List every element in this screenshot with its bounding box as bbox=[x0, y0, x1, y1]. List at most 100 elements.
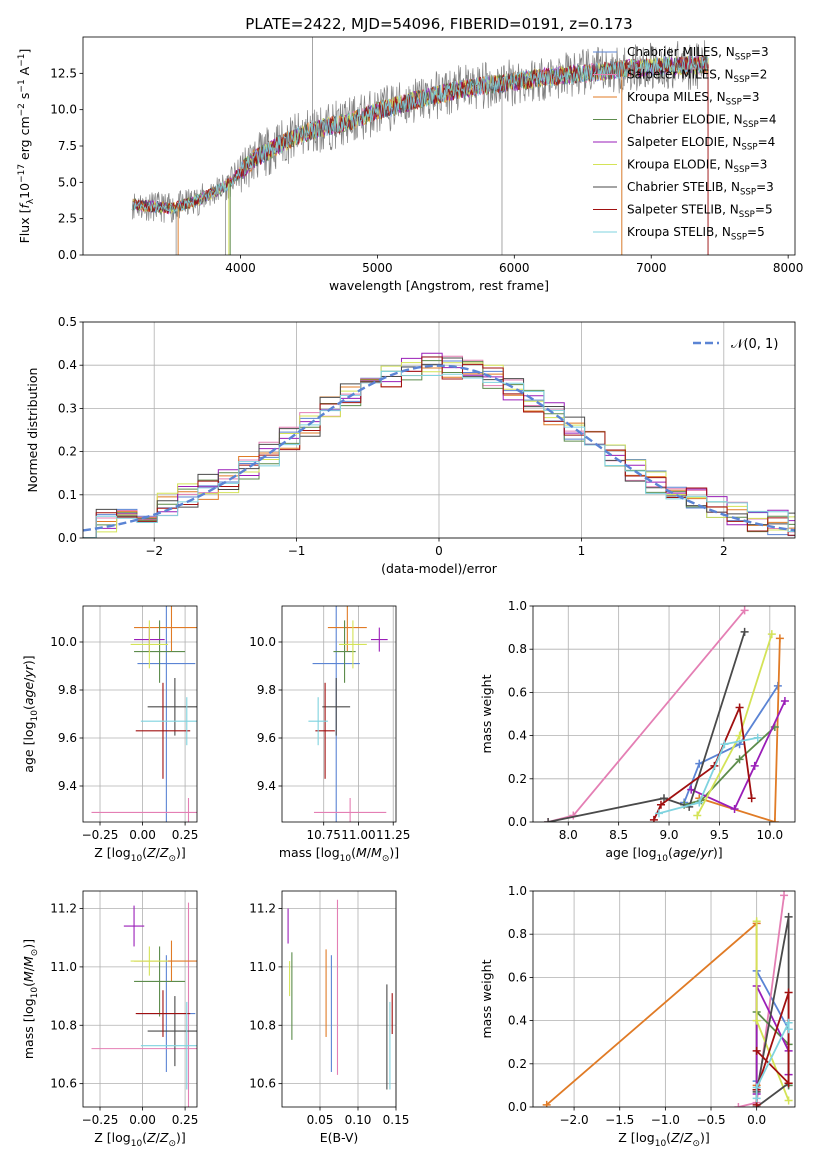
weight-marker bbox=[542, 1100, 551, 1107]
errorbar-salpeter-elodie bbox=[370, 627, 388, 652]
weight-marker bbox=[752, 917, 761, 926]
errorbar-salpeter-elodie bbox=[123, 905, 145, 947]
text-span: ( bbox=[666, 1130, 671, 1145]
errorbar-kroupa-elodie bbox=[130, 946, 169, 976]
text-span: ⊙ bbox=[382, 854, 390, 864]
plot-area bbox=[91, 902, 197, 1107]
text-span: SSP bbox=[740, 188, 756, 198]
text-span: ⊙ bbox=[30, 949, 40, 957]
weight-line bbox=[683, 726, 776, 806]
weight-marker bbox=[784, 1025, 793, 1034]
text-span: Z bbox=[159, 1130, 169, 1145]
y-tick-label: 0.3 bbox=[58, 401, 77, 415]
weight-line bbox=[546, 921, 758, 1106]
y-tick-label: 10.0 bbox=[50, 103, 77, 117]
y-tick-label: 0.5 bbox=[58, 315, 77, 329]
text-span: =3 bbox=[750, 158, 768, 172]
text-span: −1 bbox=[17, 79, 27, 92]
text-span: Z [log bbox=[618, 1130, 654, 1145]
x-tick-label: 2 bbox=[720, 544, 728, 558]
text-span: =4 bbox=[758, 135, 776, 149]
axes-overlay: −2 −1 0 1 2 0.0 0.1 0.2 0.3 0.4 0.5 (data-model)/er… bbox=[25, 315, 796, 576]
errorbar-salpeter-miles bbox=[313, 798, 387, 822]
x-axis-label: age [log10(age/yr)] bbox=[605, 845, 722, 864]
x-tick-label: 0.25 bbox=[172, 828, 199, 842]
legend-label: 𝒩(0, 1) bbox=[731, 337, 778, 352]
text-span: M bbox=[356, 845, 367, 860]
text-span: / bbox=[696, 845, 701, 860]
weight-marker bbox=[544, 818, 553, 822]
legend-label: Salpeter MILES, NSSP=2 bbox=[627, 68, 767, 86]
y-tick-label: 0.0 bbox=[508, 815, 527, 829]
y-tick-label: 10.0 bbox=[249, 635, 276, 649]
weight-marker bbox=[784, 1079, 793, 1088]
text-span: 10 bbox=[655, 1139, 667, 1149]
x-axis-label: Z [log10(Z/Z⊙)] bbox=[94, 845, 186, 864]
axes-mass-weight-vs-Z: −2.0 −1.5 −1.0 −0.5 0.0 0.0 0.2 0.4 0.6 0.8 1.0 Z [… bbox=[479, 884, 796, 1149]
text-span: SSP bbox=[726, 98, 742, 108]
figure-title: PLATE=2422, MJD=54096, FIBERID=0191, z=0… bbox=[245, 15, 632, 33]
text-span: ] bbox=[17, 49, 32, 54]
weight-line bbox=[547, 609, 746, 822]
histogram-chabrier-elodie bbox=[83, 360, 795, 538]
weight-marker bbox=[735, 703, 744, 712]
text-span: Z [log bbox=[94, 1130, 130, 1145]
text-span: ⊙ bbox=[692, 1139, 700, 1149]
y-tick-label: 10.6 bbox=[249, 1077, 276, 1091]
text-span: SSP bbox=[743, 120, 759, 130]
series-kroupa-elodie bbox=[752, 917, 793, 1105]
histogram-kroupa-stelib bbox=[83, 370, 795, 538]
x-tick-label: 6000 bbox=[499, 261, 530, 275]
x-tick-label: −0.25 bbox=[82, 1113, 119, 1127]
text-span: =4 bbox=[759, 113, 777, 127]
axes-frame bbox=[532, 890, 796, 1108]
x-tick-label: 10.0 bbox=[756, 828, 783, 842]
axes-frame bbox=[82, 890, 198, 1108]
weight-marker bbox=[752, 1094, 761, 1103]
text-span: A bbox=[17, 66, 32, 79]
model-line-kroupa-stelib bbox=[131, 55, 709, 214]
text-span: =3 bbox=[756, 180, 774, 194]
plot-area bbox=[544, 606, 789, 822]
text-span: ( bbox=[21, 705, 36, 710]
x-tick-label: 10.75 bbox=[307, 828, 341, 842]
text-span: Z [log bbox=[94, 845, 130, 860]
y-tick-label: 2.5 bbox=[58, 212, 77, 226]
x-tick-label: −1.5 bbox=[605, 1113, 634, 1127]
weight-marker bbox=[734, 1103, 743, 1107]
text-span: =2 bbox=[750, 68, 768, 82]
text-span: =3 bbox=[751, 45, 769, 59]
y-tick-label: 10.8 bbox=[249, 1018, 276, 1032]
text-span: ( bbox=[142, 1130, 147, 1145]
series-kroupa-miles bbox=[542, 919, 761, 1107]
series-chabrier-stelib bbox=[544, 627, 749, 822]
text-span: SSP bbox=[735, 53, 751, 63]
weight-line bbox=[698, 638, 781, 822]
text-span: )] bbox=[176, 845, 186, 860]
text-span: SSP bbox=[731, 233, 747, 243]
text-span: Z bbox=[146, 1130, 156, 1145]
text-span: Flux [ bbox=[17, 209, 32, 244]
errorbar-salpeter-miles bbox=[91, 902, 197, 1107]
weight-line bbox=[547, 631, 746, 822]
text-span: 10 bbox=[131, 854, 143, 864]
weight-marker bbox=[784, 912, 793, 921]
weight-marker bbox=[693, 811, 702, 820]
y-tick-label: 0.0 bbox=[58, 248, 77, 262]
axes-frame bbox=[281, 605, 397, 823]
axes-frame bbox=[532, 605, 796, 823]
errorbar-chabrier-miles bbox=[137, 606, 196, 822]
weight-marker bbox=[735, 731, 744, 740]
y-tick-label: 0.8 bbox=[508, 642, 527, 656]
legend-label: Chabrier ELODIE, NSSP=4 bbox=[627, 113, 776, 131]
weight-marker bbox=[784, 1096, 793, 1105]
x-tick-label: −1 bbox=[288, 544, 306, 558]
legend-label: Salpeter ELODIE, NSSP=4 bbox=[627, 135, 775, 153]
errorbar-chabrier-stelib bbox=[322, 678, 351, 736]
y-axis-label: mass [log10(M/M⊙)] bbox=[21, 939, 40, 1059]
text-span: )] bbox=[21, 939, 36, 949]
x-axis-label: Z [log10(Z/Z⊙)] bbox=[94, 1130, 186, 1149]
errorbar-salpeter-stelib bbox=[135, 682, 191, 779]
text-span: ⊙ bbox=[168, 854, 176, 864]
